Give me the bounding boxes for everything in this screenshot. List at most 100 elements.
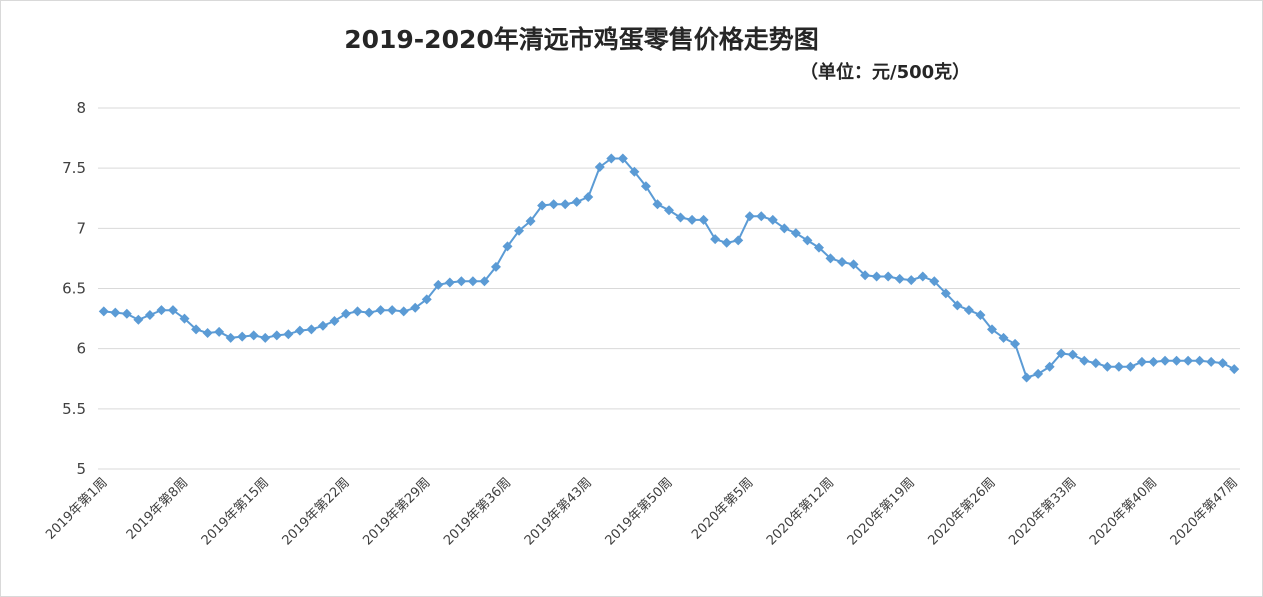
y-tick-label: 6 bbox=[76, 340, 86, 358]
data-point bbox=[952, 300, 963, 311]
data-point bbox=[975, 309, 986, 320]
data-point bbox=[202, 328, 213, 339]
data-point bbox=[721, 237, 732, 248]
data-point bbox=[502, 241, 513, 252]
data-point bbox=[687, 214, 698, 225]
data-point bbox=[467, 276, 478, 287]
chart-subtitle: （单位：元/500克） bbox=[800, 62, 971, 83]
x-tick-label: 2019年第43周 bbox=[522, 475, 595, 548]
data-point bbox=[894, 273, 905, 284]
data-point bbox=[710, 234, 721, 245]
data-point bbox=[271, 330, 282, 341]
data-point bbox=[191, 324, 202, 335]
data-point bbox=[433, 279, 444, 290]
data-point bbox=[1010, 338, 1021, 349]
data-point bbox=[998, 332, 1009, 343]
data-point bbox=[652, 199, 663, 210]
data-point bbox=[398, 306, 409, 317]
y-tick-label: 7 bbox=[76, 219, 86, 237]
data-point bbox=[225, 332, 236, 343]
data-point bbox=[1044, 361, 1055, 372]
data-point bbox=[548, 199, 559, 210]
data-point bbox=[1206, 356, 1217, 367]
data-point bbox=[1033, 368, 1044, 379]
series-line bbox=[98, 153, 1240, 383]
data-point bbox=[1090, 358, 1101, 369]
data-point bbox=[802, 235, 813, 246]
x-tick-label: 2019年第36周 bbox=[441, 475, 514, 548]
x-tick-label: 2020年第47周 bbox=[1168, 475, 1241, 548]
y-tick-label: 5 bbox=[76, 460, 86, 478]
data-point bbox=[1217, 358, 1228, 369]
data-point bbox=[1160, 355, 1171, 366]
data-point bbox=[1229, 364, 1240, 375]
data-point bbox=[260, 332, 271, 343]
data-point bbox=[860, 270, 871, 281]
data-point bbox=[156, 305, 167, 316]
data-point bbox=[906, 275, 917, 286]
data-point bbox=[1148, 356, 1159, 367]
y-tick-label: 8 bbox=[76, 99, 86, 117]
data-point bbox=[248, 330, 259, 341]
x-tick-label: 2020年第40周 bbox=[1087, 475, 1160, 548]
x-tick-label: 2019年第8周 bbox=[124, 475, 191, 542]
x-tick-label: 2019年第50周 bbox=[603, 475, 676, 548]
data-point bbox=[583, 192, 594, 203]
data-point bbox=[283, 329, 294, 340]
data-point bbox=[871, 271, 882, 282]
data-point bbox=[421, 294, 432, 305]
x-tick-label: 2020年第12周 bbox=[764, 475, 837, 548]
data-point bbox=[133, 314, 144, 325]
data-point bbox=[883, 271, 894, 282]
data-point bbox=[571, 196, 582, 207]
data-point bbox=[179, 313, 190, 324]
y-tick-label: 6.5 bbox=[62, 280, 86, 298]
data-point bbox=[917, 271, 928, 282]
x-tick-label: 2020年第26周 bbox=[926, 475, 999, 548]
data-point bbox=[963, 305, 974, 316]
data-point bbox=[525, 216, 536, 227]
data-point bbox=[294, 325, 305, 336]
data-point bbox=[640, 181, 651, 192]
data-point bbox=[986, 324, 997, 335]
data-point bbox=[1125, 361, 1136, 372]
data-point bbox=[490, 261, 501, 272]
data-point bbox=[848, 259, 859, 270]
data-point bbox=[837, 257, 848, 268]
data-point bbox=[1171, 355, 1182, 366]
data-point bbox=[167, 305, 178, 316]
data-point bbox=[560, 199, 571, 210]
data-point bbox=[629, 166, 640, 177]
y-tick-label: 5.5 bbox=[62, 400, 86, 418]
data-point bbox=[456, 276, 467, 287]
data-point bbox=[306, 324, 317, 335]
data-point bbox=[514, 225, 525, 236]
y-tick-label: 7.5 bbox=[62, 159, 86, 177]
data-point bbox=[237, 331, 248, 342]
data-point bbox=[1136, 356, 1147, 367]
data-point bbox=[1113, 361, 1124, 372]
data-point bbox=[352, 306, 363, 317]
x-tick-label: 2020年第19周 bbox=[845, 475, 918, 548]
chart-title: 2019-2020年清远市鸡蛋零售价格走势图 bbox=[344, 25, 819, 54]
data-point bbox=[1183, 355, 1194, 366]
x-tick-label: 2020年第5周 bbox=[689, 475, 756, 542]
gridlines bbox=[98, 107, 1240, 470]
data-point bbox=[375, 305, 386, 316]
data-point bbox=[779, 223, 790, 234]
data-point bbox=[825, 253, 836, 264]
data-point bbox=[1102, 361, 1113, 372]
data-point bbox=[98, 306, 109, 317]
x-tick-label: 2019年第15周 bbox=[199, 475, 272, 548]
data-point bbox=[1021, 372, 1032, 383]
data-point bbox=[121, 308, 132, 319]
data-point bbox=[214, 326, 225, 337]
data-point bbox=[364, 307, 375, 318]
x-axis: 2019年第1周 2019年第8周 2019年第15周 2019年第22周 2019年第… bbox=[43, 475, 1241, 548]
data-point bbox=[444, 277, 455, 288]
data-point bbox=[1067, 349, 1078, 360]
data-point bbox=[341, 308, 352, 319]
series-path bbox=[103, 157, 1235, 379]
